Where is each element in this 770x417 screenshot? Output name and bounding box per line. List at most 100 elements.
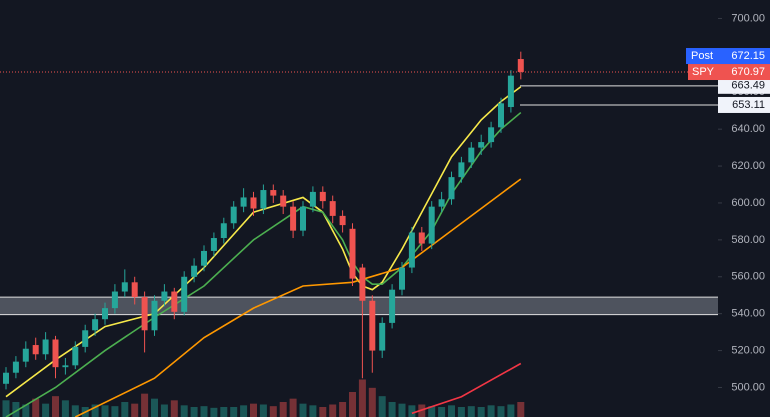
candle-body [448, 177, 455, 200]
candle-body [270, 190, 277, 196]
candle-body [300, 206, 306, 231]
candle-body [280, 195, 287, 207]
level-label: 653.11 [732, 99, 765, 111]
last-name: SPY [692, 66, 715, 78]
volume-bar [259, 404, 267, 417]
candle-body [438, 199, 445, 207]
candle-body [111, 291, 118, 309]
candle-body [498, 103, 504, 128]
y-tick-label: 540.00 [731, 308, 765, 320]
volume-bar [428, 406, 436, 417]
volume-bar [457, 407, 465, 417]
volume-bar [319, 407, 327, 417]
volume-bar [160, 404, 168, 417]
candle-body [240, 197, 247, 207]
candle-body [210, 238, 217, 251]
volume-bar [299, 403, 307, 417]
volume-bar [269, 406, 277, 417]
volume-bar [408, 405, 416, 417]
candle-body [191, 265, 198, 277]
candle-body [161, 291, 168, 301]
volume-bar [497, 406, 505, 417]
candle-body [478, 142, 485, 148]
y-tick-label: 520.00 [731, 344, 765, 356]
volume-bar [131, 403, 139, 417]
candle-body [329, 201, 336, 216]
volume-bar [101, 405, 109, 417]
volume-bar [517, 402, 525, 417]
candle-body [62, 365, 69, 368]
y-tick-label: 580.00 [731, 234, 765, 246]
volume-bar [487, 405, 495, 417]
candle-body [131, 282, 138, 298]
candle-body [22, 348, 29, 362]
y-tick-label: 700.00 [731, 12, 765, 24]
candle-body [92, 319, 99, 331]
candle-body [458, 162, 465, 178]
volume-bar [309, 405, 317, 417]
post-value: 672.15 [731, 50, 765, 62]
candle-body [171, 291, 178, 312]
volume-bar [141, 393, 149, 417]
candle-body [82, 330, 89, 347]
volume-bar [339, 402, 347, 417]
volume-bar [52, 396, 59, 417]
level-label-box [718, 77, 770, 94]
candle-body [141, 297, 148, 331]
volume-bar [467, 406, 475, 417]
volume-bar [170, 400, 178, 417]
candle-body [468, 147, 475, 163]
y-tick-label: 500.00 [731, 381, 765, 393]
volume-bar [438, 407, 446, 417]
candle-body [290, 206, 297, 231]
moving-average [74, 178, 522, 417]
post-name: Post [691, 50, 713, 62]
candle-body [309, 191, 316, 207]
candle-body [349, 228, 356, 279]
volume-bar [121, 402, 129, 417]
candle-body [151, 300, 158, 331]
volume-bar [368, 387, 376, 417]
post-name-box [686, 48, 718, 65]
volume-bar [22, 404, 30, 417]
volume-bar [448, 405, 455, 417]
candle-body [102, 308, 108, 320]
volume-bar [279, 402, 287, 417]
candle-body [399, 267, 405, 290]
candle-body [507, 75, 514, 108]
candle-body [121, 282, 128, 292]
y-tick-label: 620.00 [731, 160, 765, 172]
level-label-box [718, 96, 770, 113]
volume-bar [71, 405, 79, 417]
volume-bar [477, 407, 485, 417]
volume-bar [240, 405, 248, 417]
volume-bar [42, 403, 50, 417]
candle-body [52, 339, 59, 368]
candle-body [181, 276, 188, 312]
volume-bar [289, 398, 297, 417]
candle-body [428, 206, 435, 244]
volume-bar [250, 403, 257, 417]
volume-bar [349, 392, 356, 417]
volume-bar [180, 405, 188, 417]
volume-bar [329, 404, 337, 417]
candle-body [339, 215, 346, 226]
moving-average [411, 362, 522, 415]
candle-body [418, 232, 425, 244]
candle-body [408, 232, 415, 268]
candle-body [201, 250, 207, 266]
volume-bar [358, 379, 366, 417]
volume-bar [12, 402, 20, 417]
candle-body [369, 300, 376, 351]
candle-body [389, 289, 396, 323]
candle-body [3, 372, 9, 384]
volume-bar [111, 406, 119, 417]
candle-body [230, 206, 237, 224]
candle-body [32, 345, 39, 355]
last-name-box [688, 64, 718, 81]
last-value-box [718, 64, 770, 81]
candle-body [260, 190, 267, 209]
candle-body [220, 223, 227, 239]
